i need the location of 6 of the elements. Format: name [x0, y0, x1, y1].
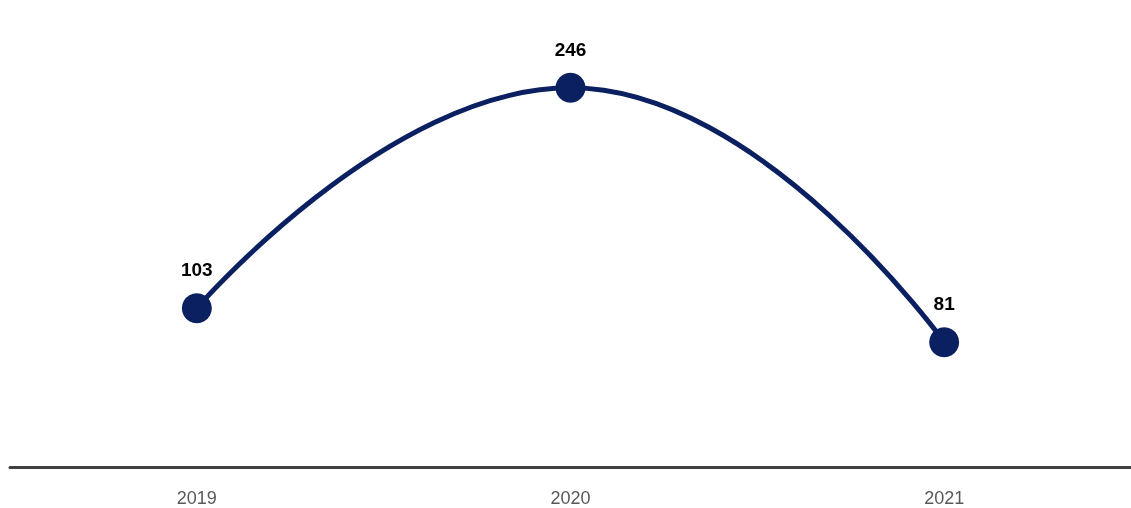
data-label: 103: [180, 259, 213, 281]
data-label: 81: [933, 293, 956, 315]
x-tick-label: 2019: [176, 488, 217, 508]
x-tick-label: 2020: [550, 488, 591, 508]
x-tick-label: 2021: [924, 488, 965, 508]
data-label: 246: [554, 38, 587, 60]
